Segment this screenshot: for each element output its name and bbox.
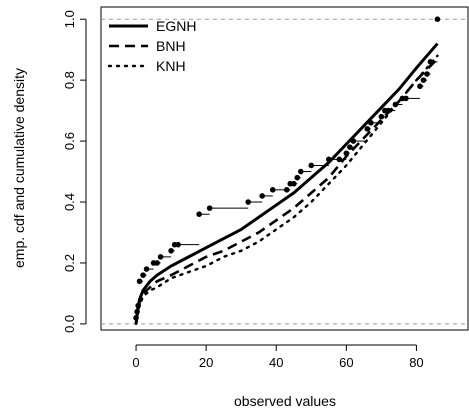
y-tick-label: 0.2 [62, 254, 77, 272]
ecdf-point [143, 266, 150, 272]
ecdf-point [206, 205, 213, 211]
ecdf-point [154, 260, 160, 266]
legend-label-egnh: EGNH [156, 18, 196, 34]
ecdf-point [168, 247, 174, 254]
ecdf-point [420, 77, 427, 83]
y-axis-title: emp. cdf and cumulative density [11, 68, 27, 268]
x-tick-label: 80 [409, 355, 423, 370]
ecdf-point [175, 241, 181, 248]
ecdf-point [417, 83, 423, 90]
series-line-knh [134, 54, 439, 326]
ecdf-point [364, 126, 371, 132]
y-tick-label: 0.6 [62, 132, 77, 150]
y-tick-label: 0.0 [62, 315, 77, 333]
x-tick-label: 60 [339, 355, 353, 370]
ecdf-point [290, 180, 297, 187]
ecdf-point [196, 211, 202, 218]
ecdf-point [347, 144, 353, 150]
x-tick-label: 20 [199, 355, 213, 370]
x-axis: 0 20 40 60 80 [132, 344, 424, 370]
plot-frame [100, 6, 469, 331]
ecdf-point [378, 113, 385, 120]
y-tick-label: 0.8 [62, 71, 77, 89]
legend: EGNH BNH KNH [107, 18, 196, 74]
ecdf-point [259, 193, 266, 199]
ecdf-point [140, 272, 146, 278]
ecdf-point [157, 254, 164, 260]
x-tick-label: 0 [132, 355, 139, 370]
ecdf-point [403, 95, 409, 102]
legend-label-knh: KNH [156, 58, 186, 74]
ecdf-point [424, 71, 430, 77]
ecdf-point [336, 156, 343, 163]
x-tick-label: 40 [269, 355, 283, 370]
ecdf-point [269, 187, 276, 193]
ecdf-point [308, 162, 315, 169]
y-tick-label: 0.4 [62, 193, 77, 211]
legend-label-bnh: BNH [156, 38, 186, 54]
ecdf-point [294, 174, 301, 181]
x-axis-title: observed values [234, 393, 336, 409]
ecdf-point [245, 199, 251, 205]
ecdf-point [136, 278, 143, 285]
y-tick-label: 1.0 [62, 10, 77, 28]
series-line-bnh [134, 57, 439, 325]
y-axis: 0.0 0.2 0.4 0.6 0.8 1.0 [62, 10, 87, 333]
ecdf-point [297, 168, 304, 175]
ecdf-point [283, 187, 290, 193]
series-line-egnh [134, 42, 439, 325]
plot-area [100, 6, 469, 331]
ecdf-point [434, 16, 441, 22]
